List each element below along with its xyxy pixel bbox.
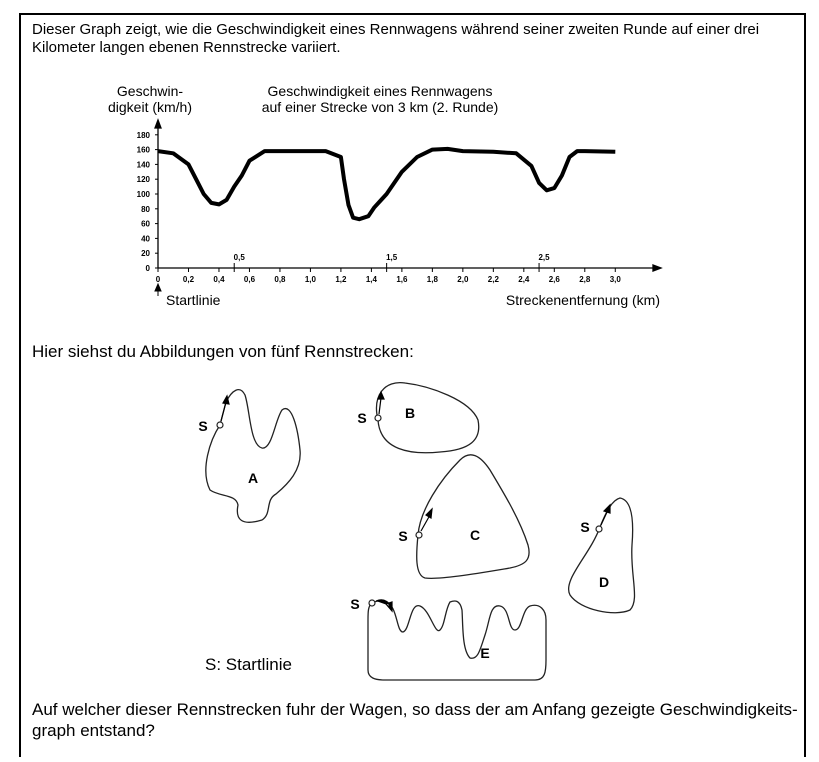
track-name: E	[480, 645, 489, 661]
page: Dieser Graph zeigt, wie die Geschwindigk…	[0, 0, 819, 757]
x-tick-label: 3,0	[610, 275, 622, 284]
y-tick-label: 80	[141, 205, 150, 214]
x-tick-label: 1,6	[396, 275, 408, 284]
x-tick-label: 2,6	[549, 275, 561, 284]
x-tick-label: 0,4	[213, 275, 225, 284]
x-tick-label: 0,8	[274, 275, 286, 284]
x-mid-tick-label: 0,5	[234, 253, 246, 262]
start-label: Startlinie	[166, 292, 221, 308]
x-axis	[158, 265, 661, 271]
track-name: A	[248, 470, 258, 486]
track-start: S	[350, 596, 359, 612]
y-tick-label: 180	[137, 131, 151, 140]
track-start: S	[357, 410, 366, 426]
chart-title: auf einer Strecke von 3 km (2. Runde)	[262, 99, 499, 115]
chart: 0 20 40 60 80 100 120 140 160 180 0 0,2 0,4 0,6 0,8 1,0…	[137, 120, 661, 284]
track-a	[206, 390, 300, 523]
x-mid-tick-label: 1,5	[386, 253, 398, 262]
x-tick-label: 0,6	[244, 275, 256, 284]
chart-title: Geschwindigkeit eines Rennwagens	[268, 83, 493, 99]
question-line: Auf welcher dieser Rennstrecken fuhr der…	[32, 700, 798, 719]
x-tick-label: 2,4	[518, 275, 530, 284]
track-start: S	[398, 528, 407, 544]
track-name: C	[470, 527, 480, 543]
y-tick-label: 20	[141, 249, 150, 258]
intro-line: Kilometer langen ebenen Rennstrecke vari…	[32, 39, 341, 56]
x-tick-label: 2,2	[488, 275, 500, 284]
x-tick-label: 0	[156, 275, 161, 284]
speed-line	[158, 149, 615, 219]
y-tick-label: 140	[137, 160, 151, 169]
x-tick-label: 0,2	[183, 275, 195, 284]
track-c	[417, 455, 529, 579]
track-e	[368, 601, 546, 680]
y-tick-label: 100	[137, 190, 151, 199]
question-line: graph entstand?	[32, 721, 155, 740]
x-mid-tick-label: 2,5	[538, 253, 550, 262]
x-tick-label: 1,4	[366, 275, 378, 284]
y-tick-label: 120	[137, 175, 151, 184]
start-arrow	[155, 284, 161, 296]
x-axis-label: Streckenentfernung (km)	[506, 292, 660, 308]
legend: S: Startlinie	[205, 655, 292, 674]
intro-line: Dieser Graph zeigt, wie die Geschwindigk…	[32, 21, 759, 38]
y-axis-label: digkeit (km/h)	[108, 99, 192, 115]
y-axis-label: Geschwin-	[117, 83, 183, 99]
tracks-heading: Hier siehst du Abbildungen von fünf Renn…	[32, 342, 414, 361]
y-tick-label: 0	[146, 264, 151, 273]
x-tick-label: 2,8	[579, 275, 591, 284]
track-b	[377, 383, 479, 453]
y-tick-label: 40	[141, 234, 150, 243]
x-tick-label: 2,0	[457, 275, 469, 284]
frame	[20, 14, 805, 757]
track-name: B	[405, 405, 415, 421]
track-d	[569, 498, 635, 613]
track-drawings	[206, 383, 635, 680]
x-tick-label: 1,0	[305, 275, 317, 284]
track-name: D	[599, 574, 609, 590]
track-start: S	[580, 519, 589, 535]
x-tick-label: 1,2	[335, 275, 347, 284]
x-tick-label: 1,8	[427, 275, 439, 284]
track-labels: A S B S C S D S E S	[198, 405, 609, 661]
y-tick-label: 160	[137, 146, 151, 155]
track-start: S	[198, 418, 207, 434]
y-tick-label: 60	[141, 220, 150, 229]
